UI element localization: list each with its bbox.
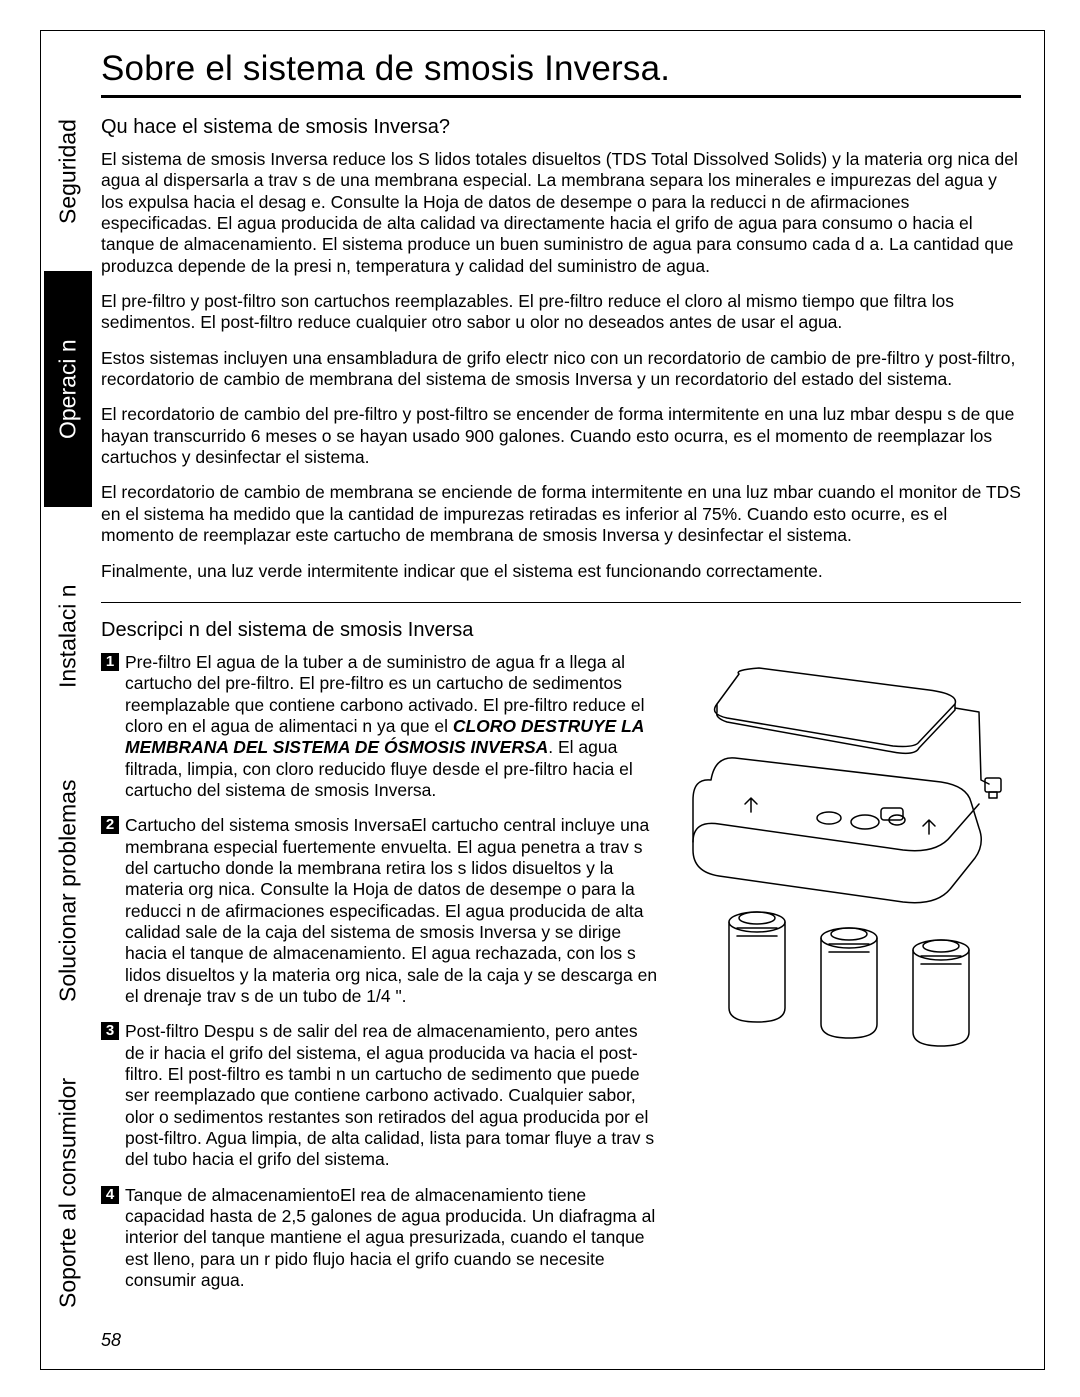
section1-heading: Qu hace el sistema de smosis Inversa? xyxy=(101,116,1031,139)
tab-instalacion: Instalaci n xyxy=(44,525,92,747)
numbox-2: 2 xyxy=(101,816,119,834)
diagram-column xyxy=(679,652,1019,1055)
numbox-3: 3 xyxy=(101,1022,119,1040)
tab-soporte: Soporte al consumidor xyxy=(44,1035,92,1350)
section-tabs: Seguridad Operaci n Instalaci n Solucion… xyxy=(44,31,92,1369)
manual-page: Seguridad Operaci n Instalaci n Solucion… xyxy=(40,30,1045,1370)
tab-operacion: Operaci n xyxy=(44,271,92,507)
page-content: Sobre el sistema de smosis Inversa. Qu h… xyxy=(101,49,1031,1305)
section-divider xyxy=(101,602,1021,603)
ro-system-diagram xyxy=(679,660,1019,1050)
section1-p2: El pre-filtro y post-filtro son cartucho… xyxy=(101,291,1021,334)
item-1: 1 Pre-filtro El agua de la tuber a de su… xyxy=(101,652,661,801)
item-2: 2 Cartucho del sistema smosis InversaEl … xyxy=(101,815,661,1007)
section1-p1: El sistema de smosis Inversa reduce los … xyxy=(101,149,1021,277)
section1-p6: Finalmente, una luz verde intermitente i… xyxy=(101,561,1021,582)
section1-p5: El recordatorio de cambio de membrana se… xyxy=(101,482,1021,546)
description-text: 1 Pre-filtro El agua de la tuber a de su… xyxy=(101,652,661,1306)
item-3-text: Post-filtro Despu s de salir del rea de … xyxy=(125,1021,654,1169)
item-3: 3 Post-filtro Despu s de salir del rea d… xyxy=(101,1021,661,1170)
numbox-4: 4 xyxy=(101,1186,119,1204)
title-rule xyxy=(101,95,1021,98)
page-title: Sobre el sistema de smosis Inversa. xyxy=(101,49,1031,89)
tab-seguridad: Seguridad xyxy=(44,73,92,271)
section1-p3: Estos sistemas incluyen una ensambladura… xyxy=(101,348,1021,391)
section2-heading: Descripci n del sistema de smosis Invers… xyxy=(101,619,1031,642)
description-columns: 1 Pre-filtro El agua de la tuber a de su… xyxy=(101,652,1031,1306)
page-number: 58 xyxy=(101,1330,121,1351)
item-2-text: Cartucho del sistema smosis InversaEl ca… xyxy=(125,815,657,1006)
item-4-text: Tanque de almacenamientoEl rea de almace… xyxy=(125,1185,655,1290)
section1-p4: El recordatorio de cambio del pre-filtro… xyxy=(101,404,1021,468)
tab-solucionar: Solucionar problemas xyxy=(44,747,92,1035)
item-4: 4 Tanque de almacenamientoEl rea de alma… xyxy=(101,1185,661,1292)
numbox-1: 1 xyxy=(101,653,119,671)
